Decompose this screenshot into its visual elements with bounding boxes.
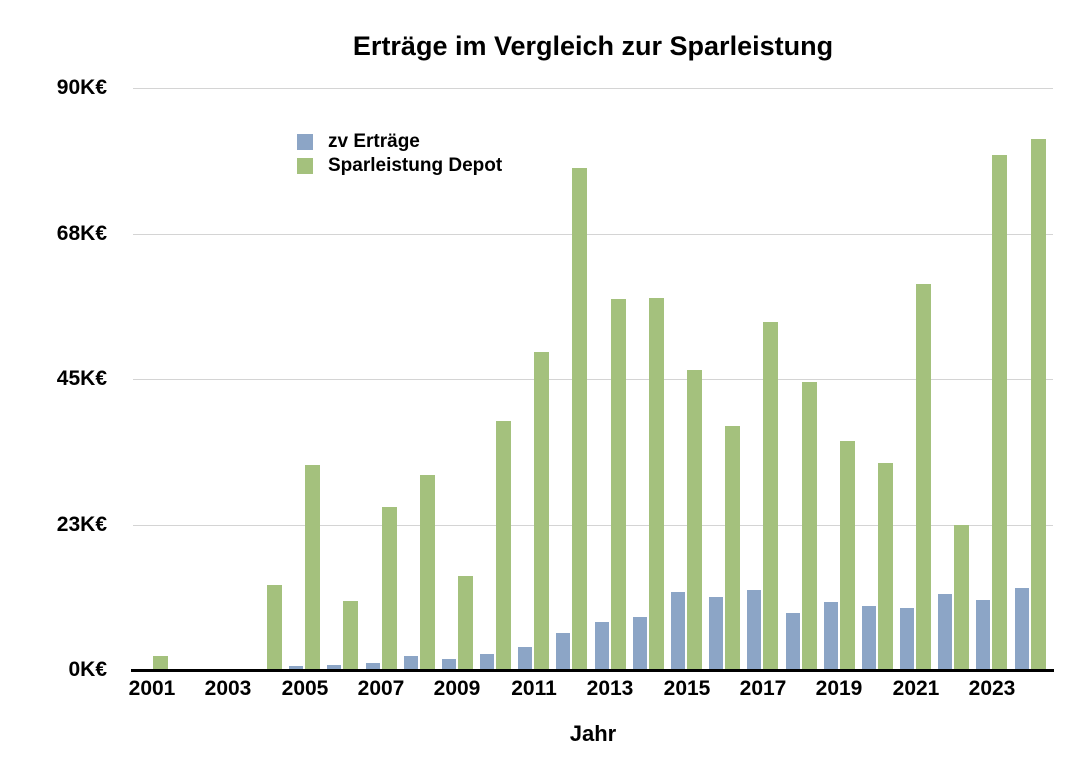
bar-sparleistung-depot-2005 [305,465,320,669]
x-tick-2009: 2009 [433,677,481,700]
bar-sparleistung-depot-2016 [725,426,740,669]
bar-zv-ertraege-2019 [824,602,838,669]
bar-sparleistung-depot-2008 [420,475,435,669]
legend-swatch-zv-ertraege [297,134,313,150]
bar-zv-ertraege-2013 [595,622,609,669]
bar-zv-ertraege-2005 [289,666,303,669]
x-tick-2015: 2015 [663,677,711,700]
bar-zv-ertraege-2009 [442,659,456,669]
y-tick-45k: 45K€ [56,367,107,390]
bar-sparleistung-depot-2006 [343,601,358,669]
legend-item-zv-ertraege: zv Erträge [297,130,502,154]
y-tick-0k: 0K€ [68,658,107,681]
gridline-68k [133,234,1053,235]
legend-item-sparleistung-depot: Sparleistung Depot [297,154,502,178]
gridline-23k [133,525,1053,526]
bar-sparleistung-depot-2019 [840,441,855,669]
bar-zv-ertraege-2020 [862,606,876,669]
bar-zv-ertraege-2023 [976,600,990,669]
bar-zv-ertraege-2010 [480,654,494,669]
x-tick-2005: 2005 [281,677,329,700]
x-axis-line [131,669,1054,672]
bar-sparleistung-depot-2021 [916,284,931,669]
bar-sparleistung-depot-2023 [992,155,1007,669]
bar-zv-ertraege-2016 [709,597,723,669]
bar-sparleistung-depot-2007 [382,507,397,669]
x-tick-2023: 2023 [968,677,1016,700]
chart-title: Erträge im Vergleich zur Sparleistung [352,31,834,61]
bar-sparleistung-depot-2020 [878,463,893,669]
bar-sparleistung-depot-2014 [649,298,664,669]
bar-sparleistung-depot-2012 [572,168,587,669]
plot-area [131,88,1054,672]
bar-sparleistung-depot-2017 [763,322,778,669]
bar-sparleistung-depot-2001 [153,656,168,669]
bar-zv-ertraege-2024 [1015,588,1029,669]
legend: zv Erträge Sparleistung Depot [297,130,502,178]
bar-zv-ertraege-2006 [327,665,341,669]
legend-label-sparleistung-depot: Sparleistung Depot [328,155,503,176]
bar-zv-ertraege-2022 [938,594,952,669]
x-tick-2019: 2019 [815,677,863,700]
bar-zv-ertraege-2017 [747,590,761,669]
bar-sparleistung-depot-2004 [267,585,282,669]
gridline-90k [133,88,1053,89]
bar-zv-ertraege-2011 [518,647,532,669]
y-tick-90k: 90K€ [56,76,107,99]
bar-zv-ertraege-2015 [671,592,685,669]
bar-sparleistung-depot-2018 [802,382,817,669]
bar-zv-ertraege-2008 [404,656,418,669]
x-tick-2007: 2007 [357,677,405,700]
x-tick-2021: 2021 [892,677,940,700]
bar-zv-ertraege-2014 [633,617,647,669]
x-tick-2011: 2011 [511,677,557,700]
bar-sparleistung-depot-2022 [954,525,969,669]
x-tick-2013: 2013 [586,677,634,700]
y-tick-68k: 68K€ [56,222,107,245]
x-tick-2017: 2017 [739,677,787,700]
bar-zv-ertraege-2018 [786,613,800,669]
legend-swatch-sparleistung-depot [297,158,313,174]
bar-zv-ertraege-2007 [366,663,380,669]
bar-zv-ertraege-2021 [900,608,914,669]
bar-sparleistung-depot-2009 [458,576,473,669]
gridline-45k [133,379,1053,380]
x-axis-title: Jahr [569,721,617,746]
bar-sparleistung-depot-2024 [1031,139,1046,669]
bar-sparleistung-depot-2011 [534,352,549,669]
bar-sparleistung-depot-2010 [496,421,511,669]
bar-sparleistung-depot-2013 [611,299,626,669]
bar-zv-ertraege-2012 [556,633,570,669]
y-tick-23k: 23K€ [56,513,107,536]
x-tick-2003: 2003 [204,677,252,700]
bar-sparleistung-depot-2015 [687,370,702,669]
x-tick-2001: 2001 [128,677,176,700]
legend-label-zv-ertraege: zv Erträge [328,131,420,152]
